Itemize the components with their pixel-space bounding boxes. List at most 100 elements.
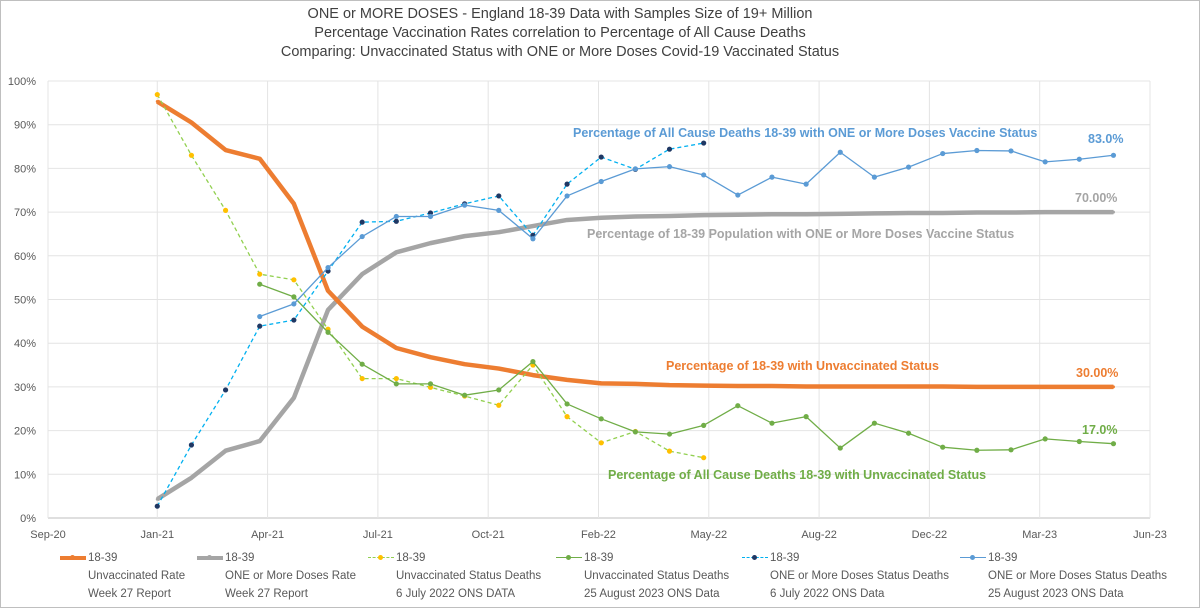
data-point-series-0 [633,382,637,386]
data-point-series-4 [257,323,263,329]
data-point-series-3 [735,403,741,409]
series-line-4 [156,142,704,507]
legend-entry: 18-39 ONE or More Doses Status Deaths 25 A… [960,549,1167,603]
legend-series-desc: Week 27 Report [88,588,171,600]
y-tick-label: 100% [8,76,36,88]
data-point-series-1 [360,272,364,276]
data-point-series-3 [291,294,297,300]
data-point-series-1 [736,213,740,217]
data-point-series-3 [632,429,638,435]
data-point-series-3 [701,422,707,428]
data-point-series-5 [905,164,912,170]
data-point-series-4 [154,503,160,509]
legend-marker-icon [368,553,394,563]
y-tick-label: 60% [14,251,36,263]
data-point-series-3 [905,430,912,436]
legend-series-desc: ONE or More Doses Status Deaths [770,570,949,582]
legend-series-name: 18-39 [225,552,255,564]
data-point-series-3 [666,431,673,437]
data-point-series-0 [531,373,535,377]
legend-marker-icon [197,553,223,563]
chart-title-line-2: Percentage Vaccination Rates correlation… [314,25,806,41]
data-point-series-0 [872,384,876,388]
legend-marker-icon [742,553,768,563]
data-point-series-3 [564,401,570,407]
data-point-series-1 [292,396,296,400]
x-tick-label: Jun-23 [1133,529,1167,541]
legend-series-desc: 25 August 2023 ONS Data [988,588,1124,600]
data-point-series-4 [291,317,297,323]
data-point-series-1 [1043,210,1047,214]
legend-series-name: 18-39 [584,552,614,564]
data-point-series-0 [599,381,603,385]
data-point-series-0 [189,121,193,125]
x-tick-label: Jul-21 [363,529,393,541]
data-point-series-5 [564,193,570,199]
x-tick-label: Jan-21 [140,529,174,541]
data-point-series-1 [1111,210,1115,214]
data-point-series-3 [462,392,468,398]
data-point-series-3 [1008,447,1014,453]
data-point-series-2 [291,277,297,283]
data-point-series-1 [394,250,398,254]
legend-series-name: 18-39 [770,552,800,564]
data-point-series-4 [222,387,229,393]
data-point-series-1 [428,241,432,245]
y-tick-label: 10% [14,469,36,481]
data-point-series-1 [770,212,774,216]
y-tick-label: 90% [14,120,36,132]
annotation-label: Percentage of All Cause Deaths 18-39 wit… [608,468,986,482]
data-point-series-5 [257,313,263,320]
data-point-series-5 [1076,156,1082,162]
data-point-series-1 [1077,210,1081,214]
legend-marker-icon [556,553,582,563]
data-point-series-4 [359,219,365,225]
data-point-series-2 [701,455,707,461]
data-point-series-0 [326,289,330,293]
chart-title-line-3: Comparing: Unvaccinated Status with ONE … [280,44,840,60]
data-point-series-2 [393,375,399,382]
data-point-series-2 [666,448,673,454]
data-point-series-0 [702,384,706,388]
y-tick-label: 30% [14,382,36,394]
series-line-5 [259,149,1114,318]
data-point-series-1 [565,218,569,222]
y-tick-label: 0% [20,513,36,525]
data-point-series-5 [1110,152,1117,158]
data-point-series-5 [701,172,707,178]
data-point-series-1 [531,224,535,228]
data-point-series-1 [224,449,228,453]
data-point-series-4 [666,146,673,152]
data-point-series-3 [1110,441,1117,447]
data-point-series-4 [188,442,195,448]
data-point-series-1 [838,212,842,216]
data-point-series-0 [804,384,808,388]
data-point-series-5 [1008,148,1014,154]
data-point-series-5 [393,213,399,220]
data-point-series-5 [496,207,502,213]
data-point-series-5 [359,233,365,240]
legend-entry: 18-39 ONE or More Doses Status Deaths 6 Ju… [742,549,949,603]
series-line-3 [259,283,1114,451]
data-point-series-3 [803,414,809,420]
data-point-series-3 [837,445,843,451]
data-point-series-0 [975,385,979,389]
data-point-series-2 [359,375,365,382]
data-point-series-3 [530,358,536,365]
data-point-series-3 [974,447,980,453]
data-point-series-0 [1043,385,1047,389]
data-point-series-3 [598,416,604,422]
chart-title-line-1: ONE or MORE DOSES - England 18-39 Data w… [307,6,813,22]
annotation-label: Percentage of 18-39 Population with ONE … [587,227,1014,241]
legend-marker-icon [960,553,986,563]
data-point-series-0 [1009,385,1013,389]
data-point-series-0 [736,384,740,388]
data-point-series-1 [941,211,945,215]
y-tick-label: 70% [14,207,36,219]
data-point-series-0 [668,383,672,387]
legend-series-desc: Unvaccinated Rate [88,570,186,582]
data-point-series-1 [975,211,979,215]
data-point-series-2 [257,271,263,277]
x-tick-label: Aug-22 [801,529,836,541]
data-point-series-2 [564,414,570,420]
